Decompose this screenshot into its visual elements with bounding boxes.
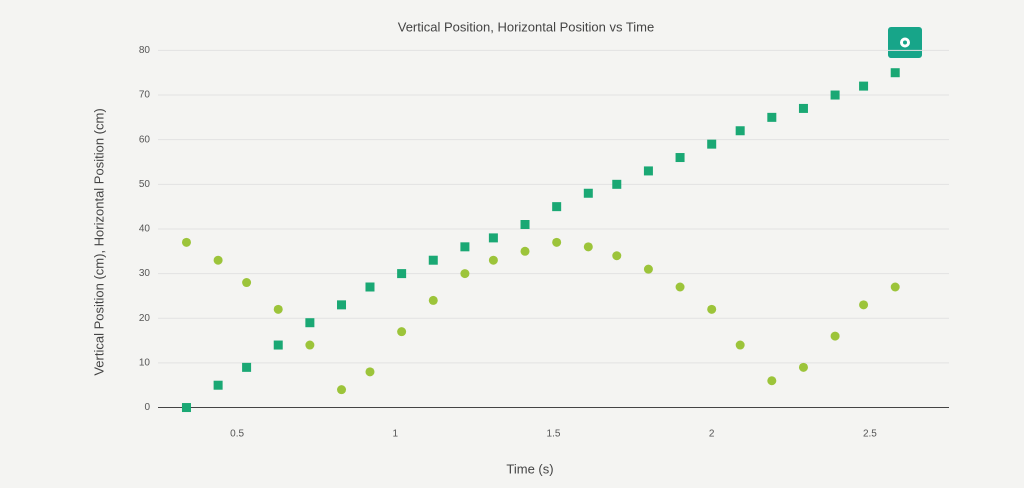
x-axis-label: Time (s) [506, 461, 553, 476]
square-point [612, 179, 622, 189]
square-point [337, 300, 347, 310]
square-point [830, 90, 840, 100]
square-point [583, 188, 593, 198]
square-point [520, 220, 530, 229]
circle-point [583, 242, 593, 252]
y-tick-label: 40 [139, 224, 151, 235]
y-tick-label: 60 [139, 134, 151, 145]
square-point [242, 362, 252, 372]
circle-point [488, 255, 498, 265]
chart-title: Vertical Position, Horizontal Position v… [398, 19, 655, 34]
x-tick-label: 1 [393, 429, 399, 440]
circle-point [675, 282, 685, 292]
square-point [890, 68, 900, 78]
square-point [428, 255, 438, 265]
circle-point [520, 246, 530, 256]
circle-point [305, 340, 315, 350]
square-point [460, 242, 470, 252]
circle-point [460, 269, 470, 279]
square-point [365, 282, 375, 292]
square-point [643, 166, 653, 176]
circle-point [830, 331, 840, 341]
x-tick-label: 2 [709, 429, 715, 440]
y-tick-label: 70 [139, 90, 151, 101]
circle-point [707, 304, 717, 314]
y-tick-label: 10 [139, 358, 151, 369]
settings-button[interactable] [888, 27, 922, 58]
square-point [798, 103, 808, 113]
circle-point [242, 278, 252, 288]
circle-point [397, 327, 407, 337]
circle-point [643, 264, 653, 274]
circle-point [552, 237, 562, 247]
circle-point [181, 237, 191, 247]
square-point [488, 233, 498, 243]
square-point [305, 318, 315, 328]
circle-point [337, 385, 347, 395]
y-axis-label: Vertical Position (cm), Horizontal Posit… [91, 108, 106, 375]
square-point [675, 153, 685, 163]
square-point [707, 139, 717, 149]
circle-point [213, 255, 223, 265]
x-tick-label: 2.5 [863, 429, 877, 440]
square-point [767, 112, 777, 122]
circle-point [365, 367, 375, 377]
settings-icon-hole [903, 40, 907, 45]
circle-point [735, 340, 745, 350]
circle-point [612, 251, 622, 261]
y-tick-label: 50 [139, 179, 151, 190]
square-point [735, 126, 745, 136]
square-point [213, 380, 223, 390]
circle-point [273, 304, 283, 314]
x-tick-label: 1.5 [547, 429, 561, 440]
square-point [273, 340, 283, 350]
square-point [859, 81, 869, 91]
circle-point [798, 362, 808, 372]
square-point [397, 269, 407, 279]
x-tick-label: 0.5 [230, 429, 244, 440]
circle-point [859, 300, 869, 310]
y-tick-label: 80 [139, 45, 151, 56]
circle-point [428, 295, 438, 305]
square-point [552, 202, 562, 212]
circle-point [890, 282, 900, 292]
circle-point [767, 376, 777, 386]
y-tick-label: 0 [144, 402, 150, 413]
y-tick-label: 20 [139, 313, 151, 324]
y-tick-label: 30 [139, 268, 151, 279]
square-point [181, 403, 191, 413]
